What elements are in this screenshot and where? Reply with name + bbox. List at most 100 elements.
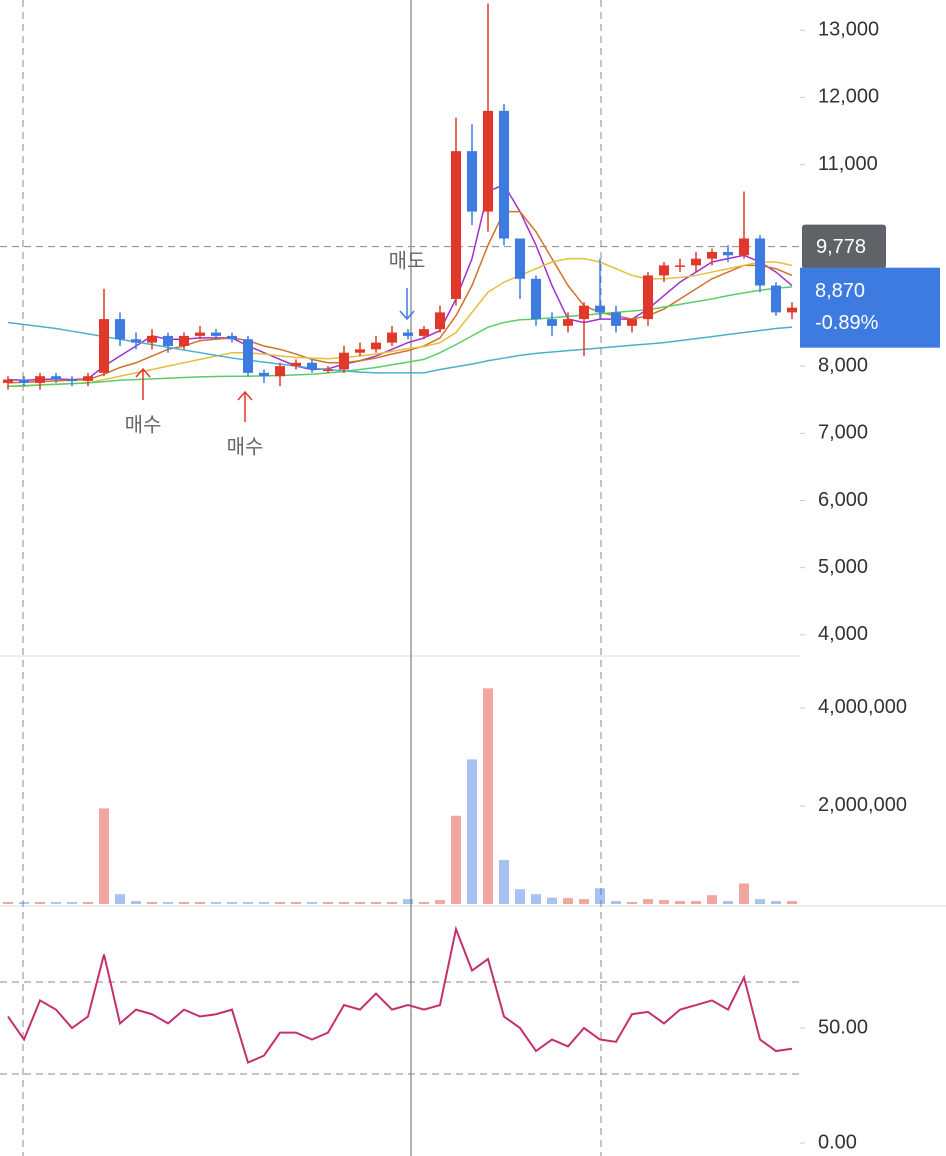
volume-bar (51, 902, 61, 904)
volume-bar (131, 901, 141, 904)
candle-body (643, 275, 653, 320)
volume-bar (259, 902, 269, 904)
volume-bar (547, 897, 557, 904)
volume-bar (243, 902, 253, 904)
volume-bar (723, 901, 733, 904)
volume-bar (307, 902, 317, 904)
sell-arrow (399, 310, 415, 321)
candle-body (51, 376, 61, 380)
candle-body (371, 342, 381, 350)
annotation-text: 매수 (125, 413, 162, 436)
volume-bar (99, 808, 109, 904)
volume-bar (563, 898, 573, 904)
volume-bar (387, 902, 397, 904)
candle-body (771, 285, 781, 313)
candle-body (115, 319, 125, 340)
candle-body (691, 258, 701, 266)
volume-bar (291, 902, 301, 904)
volume-bar (275, 902, 285, 904)
rsi-line (7, 925, 793, 1064)
annotation-text: 매도 (389, 249, 426, 272)
candle-body (227, 335, 237, 340)
volume-bar (515, 889, 525, 904)
volume-bar (211, 902, 221, 904)
candle-body (355, 349, 365, 353)
volume-bar (707, 895, 717, 904)
volume-bar (147, 902, 157, 904)
y-tick-label: 2,000,000 (818, 794, 907, 816)
last-price-label: 8,870 (815, 280, 865, 302)
candle-body (467, 151, 477, 212)
volume-bar (403, 899, 413, 904)
candle-body (323, 369, 333, 371)
last-change-label: -0.89% (815, 312, 879, 334)
volume-bar (675, 901, 685, 904)
volume-bar (531, 894, 541, 904)
axis: 13,000 12,000 11,000 8,000 7,000 6,000 5,000 4,… (800, 19, 940, 1153)
y-tick-label: 7,000 (818, 422, 868, 444)
volume-bar (467, 759, 477, 904)
candle-body (531, 278, 541, 320)
candle-body (179, 335, 189, 346)
candle-body (739, 238, 749, 256)
y-tick-label: 4,000,000 (818, 696, 907, 718)
moving-average (7, 210, 793, 384)
y-tick-label: 5,000 (818, 556, 868, 578)
volume-bar (371, 902, 381, 904)
y-tick-label: 4,000 (818, 623, 868, 645)
candle-body (387, 332, 397, 343)
volume-bar (419, 902, 429, 904)
y-tick-label: 11,000 (818, 153, 878, 175)
candle-body (163, 335, 173, 346)
volume-bar (483, 688, 493, 904)
candle-body (595, 305, 605, 313)
crosshair-price-box (802, 224, 886, 269)
candle-body (515, 238, 525, 279)
volume-bar (195, 902, 205, 904)
candle-body (243, 339, 253, 373)
candle-body (307, 362, 317, 370)
candle-body (291, 362, 301, 367)
volume-bar (227, 902, 237, 904)
candle-body (563, 319, 573, 326)
plot (0, 3, 800, 1075)
volume-bar (595, 888, 605, 904)
candle-body (19, 379, 29, 383)
moving-average (7, 183, 793, 381)
volume-bar (83, 902, 93, 904)
volume-bar (739, 883, 749, 904)
y-tick-label: 8,000 (818, 354, 868, 376)
candle-body (707, 251, 717, 259)
candle-body (547, 319, 557, 326)
candle-body (499, 110, 509, 239)
candle-body (67, 379, 77, 382)
volume-bar (755, 899, 765, 904)
y-tick-label: 6,000 (818, 489, 868, 511)
moving-average (7, 286, 793, 388)
candle-body (611, 312, 621, 326)
candle-body (3, 379, 13, 383)
volume-bar (579, 899, 589, 904)
y-tick-label: 12,000 (818, 86, 879, 108)
crosshair-price-label: 9,778 (816, 236, 866, 258)
volume-bar (691, 901, 701, 904)
volume-bar (771, 901, 781, 904)
volume-bar (355, 902, 365, 904)
volume-bar (339, 902, 349, 904)
volume-bar (451, 815, 461, 904)
volume-bar (435, 900, 445, 904)
candle-body (35, 376, 45, 383)
candle-body (675, 265, 685, 267)
y-tick-label: 0.00 (818, 1131, 857, 1153)
annotation-text: 매수 (227, 435, 264, 458)
candle-body (99, 319, 109, 373)
volume-bar (115, 894, 125, 904)
volume-bar (19, 902, 29, 904)
candle-body (483, 110, 493, 212)
candle-body (723, 251, 733, 256)
candle-body (403, 332, 413, 336)
volume-bar (163, 902, 173, 904)
candle-body (451, 151, 461, 299)
